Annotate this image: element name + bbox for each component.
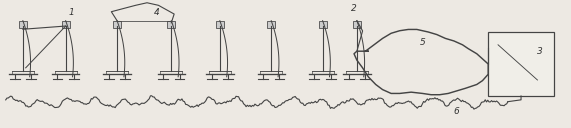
Bar <box>167 21 175 28</box>
Bar <box>19 21 27 28</box>
Text: 2: 2 <box>351 4 357 13</box>
Text: 1: 1 <box>69 8 74 17</box>
Bar <box>488 32 554 96</box>
Bar <box>353 21 361 28</box>
Bar <box>113 21 121 28</box>
Text: 4: 4 <box>154 8 160 17</box>
Bar <box>267 21 275 28</box>
Bar <box>319 21 327 28</box>
Text: 5: 5 <box>420 38 425 47</box>
Bar <box>216 21 224 28</box>
Bar <box>62 21 70 28</box>
Text: 6: 6 <box>454 107 460 116</box>
Text: 3: 3 <box>537 47 542 56</box>
